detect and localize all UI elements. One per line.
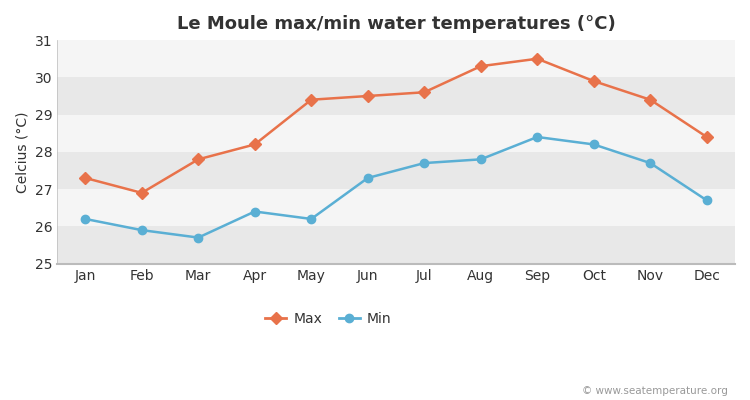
Max bbox=[251, 142, 260, 147]
Min bbox=[363, 176, 372, 180]
Max bbox=[476, 64, 485, 68]
Max bbox=[363, 94, 372, 98]
Max bbox=[590, 79, 598, 84]
Min bbox=[81, 216, 90, 221]
Min bbox=[420, 161, 429, 166]
Max bbox=[194, 157, 202, 162]
Max bbox=[532, 56, 542, 61]
Max bbox=[646, 97, 655, 102]
Bar bbox=[57, 77, 735, 115]
Bar bbox=[57, 189, 735, 226]
Min bbox=[307, 216, 316, 221]
Min bbox=[194, 235, 202, 240]
Min bbox=[590, 142, 598, 147]
Y-axis label: Celcius (°C): Celcius (°C) bbox=[15, 111, 29, 193]
Line: Min: Min bbox=[81, 133, 711, 242]
Line: Max: Max bbox=[81, 54, 711, 197]
Min bbox=[646, 161, 655, 166]
Text: © www.seatemperature.org: © www.seatemperature.org bbox=[582, 386, 728, 396]
Bar bbox=[57, 115, 735, 152]
Max bbox=[81, 176, 90, 180]
Legend: Max, Min: Max, Min bbox=[260, 306, 397, 332]
Bar bbox=[57, 152, 735, 189]
Min bbox=[476, 157, 485, 162]
Title: Le Moule max/min water temperatures (°C): Le Moule max/min water temperatures (°C) bbox=[177, 15, 616, 33]
Min bbox=[137, 228, 146, 232]
Max bbox=[420, 90, 429, 95]
Min bbox=[532, 134, 542, 139]
Max bbox=[307, 97, 316, 102]
Bar bbox=[57, 226, 735, 264]
Bar bbox=[57, 40, 735, 77]
Max bbox=[137, 190, 146, 195]
Min bbox=[251, 209, 260, 214]
Max bbox=[702, 134, 711, 139]
Min bbox=[702, 198, 711, 203]
